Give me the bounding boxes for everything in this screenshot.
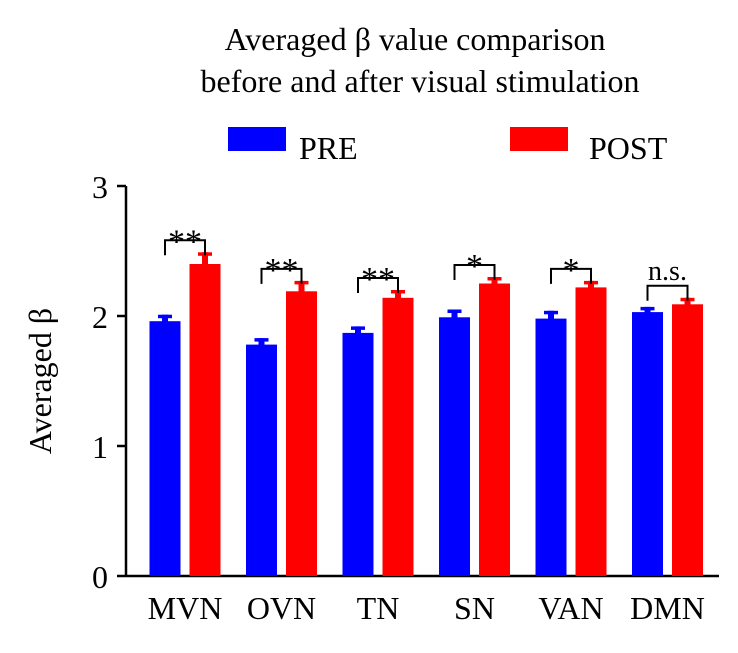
- x-tick-label-van: VAN: [538, 590, 603, 626]
- y-tick-label-1: 1: [92, 429, 108, 465]
- significance-label-van: *: [563, 252, 580, 289]
- significance-annotations: **** ** * * n.s.: [164, 223, 689, 301]
- chart-title: Averaged β value comparison before and a…: [201, 21, 640, 99]
- legend-label-pre: PRE: [299, 130, 358, 166]
- error-bar-post-dmn: [684, 297, 691, 306]
- significance-bracket-dmn: [646, 284, 689, 301]
- significance-label-dmn: n.s.: [648, 256, 687, 287]
- y-ticks: 0 1 2 3: [92, 169, 126, 595]
- x-tick-label-dmn: DMN: [630, 590, 705, 626]
- x-tick-label-sn: SN: [454, 590, 495, 626]
- error-bar-pre-tn: [355, 326, 361, 334]
- legend-label-post: POST: [589, 130, 668, 166]
- bar-post-sn: [479, 283, 510, 576]
- error-cap-pre-sn: [447, 309, 462, 313]
- bars: [149, 252, 703, 576]
- error-cap-pre-tn: [351, 326, 365, 330]
- legend-swatch-post: [510, 127, 568, 151]
- significance-label-ovn: **: [265, 252, 299, 289]
- error-cap-pre-van: [544, 310, 558, 315]
- error-bar-pre-van: [548, 310, 554, 320]
- y-tick-label-0: 0: [92, 559, 108, 595]
- bar-pre-ovn: [246, 344, 277, 576]
- significance-bracket-sn: [453, 264, 496, 280]
- legend: PRE POST: [228, 127, 668, 166]
- bar-pre-tn: [342, 332, 374, 576]
- significance-label-tn: **: [361, 261, 395, 298]
- bar-pre-mvn: [149, 321, 181, 576]
- error-bar-post-sn: [491, 277, 498, 285]
- x-tick-labels: MVN OVN TN SN VAN DMN: [148, 590, 705, 626]
- error-bar-pre-ovn: [258, 338, 265, 346]
- error-bar-post-mvn: [202, 252, 208, 265]
- significance-bracket-ovn: [260, 267, 303, 284]
- x-tick-label-mvn: MVN: [148, 590, 223, 626]
- y-tick-label-3: 3: [92, 169, 108, 205]
- bar-pre-dmn: [632, 312, 663, 576]
- significance-bracket-tn: [357, 277, 399, 293]
- bar-pre-sn: [439, 317, 470, 576]
- error-bar-post-ovn: [298, 280, 305, 293]
- significance-bracket-mvn: [164, 239, 206, 256]
- significance-label-mvn: **: [168, 223, 202, 260]
- error-bar-post-tn: [395, 290, 401, 299]
- significance-label-sn: *: [466, 248, 483, 285]
- chart-title-line-1: Averaged β value comparison: [225, 21, 606, 57]
- bar-pre-van: [535, 318, 567, 576]
- bar-post-ovn: [286, 291, 317, 576]
- significance-bracket-van: [550, 267, 592, 284]
- chart-title-line-2: before and after visual stimulation: [201, 63, 640, 99]
- error-cap-pre-ovn: [254, 338, 269, 342]
- error-cap-pre-dmn: [640, 306, 655, 311]
- error-bar-post-van: [588, 280, 594, 289]
- y-axis-label: Averaged β: [22, 308, 58, 454]
- bar-post-mvn: [189, 264, 221, 576]
- y-tick-label-2: 2: [92, 299, 108, 335]
- error-bar-pre-sn: [451, 309, 458, 319]
- legend-swatch-pre: [228, 127, 286, 151]
- bar-post-dmn: [672, 304, 703, 576]
- x-tick-label-tn: TN: [357, 590, 400, 626]
- bar-post-van: [575, 287, 607, 576]
- error-cap-pre-mvn: [158, 314, 172, 319]
- x-tick-label-ovn: OVN: [247, 590, 316, 626]
- error-bar-pre-mvn: [162, 314, 168, 323]
- bar-post-tn: [382, 297, 414, 576]
